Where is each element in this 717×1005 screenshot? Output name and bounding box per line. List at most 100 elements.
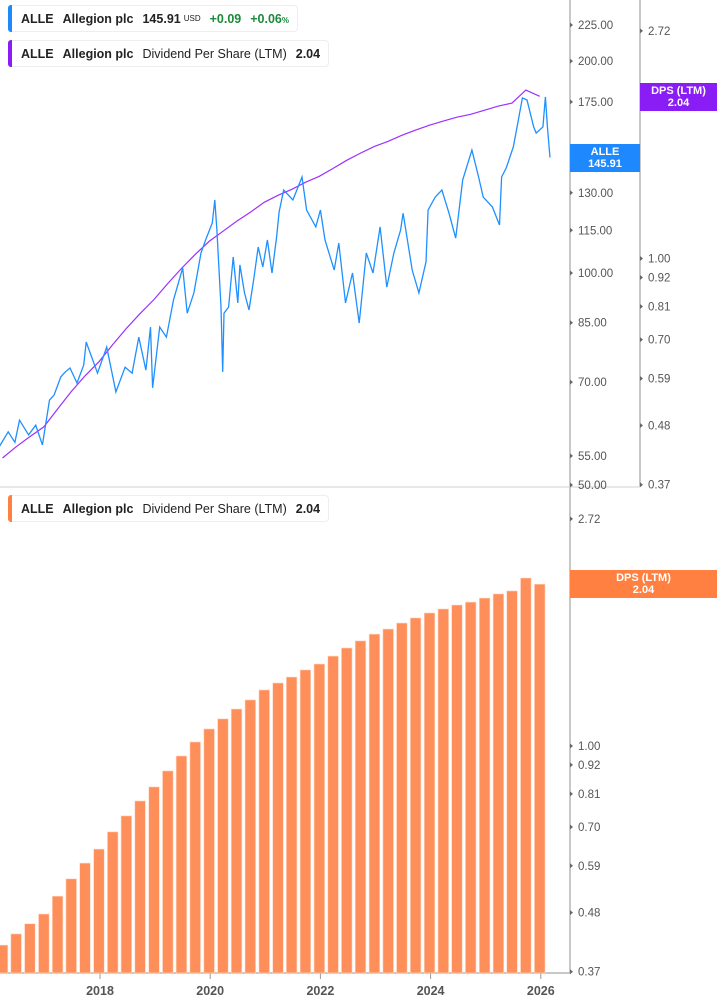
dps-bottom-tick-label: 0.37 bbox=[578, 967, 600, 979]
legend-company: Allegion plc bbox=[62, 501, 134, 516]
dps-bar bbox=[272, 682, 284, 974]
price-tick-label: 50.00 bbox=[578, 480, 607, 492]
legend-change-pct: +0.06% bbox=[250, 11, 290, 26]
dps-tick-label: 0.92 bbox=[648, 272, 670, 284]
price-tick-label: 115.00 bbox=[578, 225, 612, 237]
dps-tick-label-marker bbox=[640, 422, 643, 428]
badge-value: 145.91 bbox=[588, 158, 622, 170]
dps-tick-label-marker bbox=[640, 303, 643, 309]
dps-bar bbox=[534, 583, 546, 974]
dps-bottom-tick-label-marker bbox=[570, 762, 573, 768]
dps-bar bbox=[368, 633, 381, 974]
legend-currency: USD bbox=[183, 14, 201, 23]
dps-bar bbox=[203, 728, 215, 974]
price-tick-label-marker bbox=[570, 190, 573, 196]
dps-bottom-tick-label: 0.59 bbox=[578, 861, 600, 873]
dps-bar bbox=[423, 612, 436, 974]
dps-bar bbox=[38, 913, 50, 974]
dps-tick-label-marker bbox=[640, 28, 643, 34]
price-tick-label: 55.00 bbox=[578, 451, 607, 463]
legend-ticker: ALLE bbox=[21, 46, 54, 61]
dps-bar bbox=[24, 923, 36, 974]
dps-bottom-tick-label: 1.00 bbox=[578, 741, 600, 753]
dps-bottom-tick-label-marker bbox=[570, 910, 573, 916]
dps-legend-bottom[interactable]: ALLE Allegion plc Dividend Per Share (LT… bbox=[8, 495, 330, 522]
price-tick-label-marker bbox=[570, 58, 573, 64]
legend-ticker: ALLE bbox=[21, 501, 54, 516]
legend-value: 2.04 bbox=[295, 501, 321, 516]
price-tick-label: 175.00 bbox=[578, 97, 613, 109]
dps-bar bbox=[148, 786, 160, 974]
dps-bar bbox=[107, 831, 119, 974]
legend-change: +0.09 bbox=[209, 11, 242, 26]
dps-tick-label: 0.59 bbox=[648, 374, 670, 386]
dps-tick-label: 0.48 bbox=[648, 420, 670, 432]
dps-bar bbox=[65, 878, 77, 974]
dps-tick-label: 1.00 bbox=[648, 254, 670, 266]
price-line bbox=[0, 96, 551, 447]
dps-bar bbox=[341, 647, 353, 974]
dps-bar bbox=[492, 593, 505, 974]
dps-bar bbox=[230, 708, 243, 974]
legend-value: 2.04 bbox=[295, 46, 321, 61]
badge-label: DPS (LTM) bbox=[616, 572, 671, 584]
dps-bar bbox=[410, 617, 422, 974]
dps-bottom-tick-label-marker bbox=[570, 863, 573, 869]
year-tick-label: 2020 bbox=[196, 984, 224, 998]
legend-metric: Dividend Per Share (LTM) bbox=[142, 501, 287, 516]
dps-bar bbox=[258, 689, 270, 974]
dps-badge-top: DPS (LTM) 2.04 bbox=[640, 83, 717, 111]
dps-bottom-tick-label-marker bbox=[570, 791, 573, 797]
price-tick-label: 70.00 bbox=[578, 377, 607, 389]
price-tick-label-marker bbox=[570, 482, 573, 488]
dps-bottom-tick-label-marker bbox=[570, 743, 573, 749]
dps-bar bbox=[162, 770, 174, 974]
dps-tick-label-marker bbox=[640, 256, 643, 261]
price-tick-label-marker bbox=[570, 453, 573, 459]
dps-bar bbox=[93, 848, 105, 974]
legend-company: Allegion plc bbox=[62, 11, 134, 26]
dps-bottom-tick-label-marker bbox=[570, 824, 573, 830]
dps-bar bbox=[244, 699, 256, 974]
dps-bar bbox=[465, 601, 477, 974]
dps-legend-top[interactable]: ALLE Allegion plc Dividend Per Share (LT… bbox=[8, 40, 330, 67]
dps-bottom-tick-label-marker bbox=[570, 969, 573, 975]
dps-bar bbox=[120, 815, 132, 974]
legend-metric: Dividend Per Share (LTM) bbox=[142, 46, 287, 61]
dps-bar bbox=[175, 755, 188, 974]
dps-legend-color bbox=[8, 495, 12, 522]
dps-bar bbox=[134, 800, 146, 974]
dps-bottom-tick-label: 2.72 bbox=[578, 514, 600, 526]
dps-bar bbox=[0, 944, 9, 974]
price-tick-label-marker bbox=[570, 22, 573, 28]
dps-bar bbox=[396, 622, 408, 974]
dps-tick-label-marker bbox=[640, 482, 643, 488]
year-tick-label: 2024 bbox=[417, 984, 445, 998]
dps-tick-label: 0.81 bbox=[648, 301, 670, 313]
dps-badge-bottom: DPS (LTM) 2.04 bbox=[570, 570, 717, 598]
price-tick-label-marker bbox=[570, 320, 573, 326]
price-tick-label-marker bbox=[570, 99, 573, 105]
dps-tick-label: 0.70 bbox=[648, 335, 670, 347]
dps-bar bbox=[10, 933, 22, 974]
price-tick-label: 225.00 bbox=[578, 20, 613, 32]
dps-bar bbox=[299, 669, 312, 974]
dps-tick-label: 2.72 bbox=[648, 26, 670, 38]
dps-tick-label-marker bbox=[640, 337, 643, 343]
dps-bar bbox=[52, 895, 64, 974]
legend-price: 145.91 bbox=[142, 11, 181, 26]
badge-value: 2.04 bbox=[632, 584, 655, 596]
price-tick-label: 130.00 bbox=[578, 188, 613, 200]
price-legend[interactable]: ALLE Allegion plc 145.91 USD +0.09 +0.06… bbox=[8, 5, 299, 32]
dps-bar bbox=[520, 577, 532, 974]
price-tick-label-marker bbox=[570, 270, 573, 276]
dps-bottom-tick-label: 0.70 bbox=[578, 822, 600, 834]
price-tick-label: 100.00 bbox=[578, 268, 613, 280]
price-legend-color bbox=[8, 5, 12, 32]
dps-bar bbox=[79, 862, 91, 974]
dps-legend-color bbox=[8, 40, 12, 67]
year-tick-label: 2018 bbox=[86, 984, 114, 998]
year-tick-label: 2026 bbox=[527, 984, 555, 998]
price-tick-label-marker bbox=[570, 227, 573, 233]
